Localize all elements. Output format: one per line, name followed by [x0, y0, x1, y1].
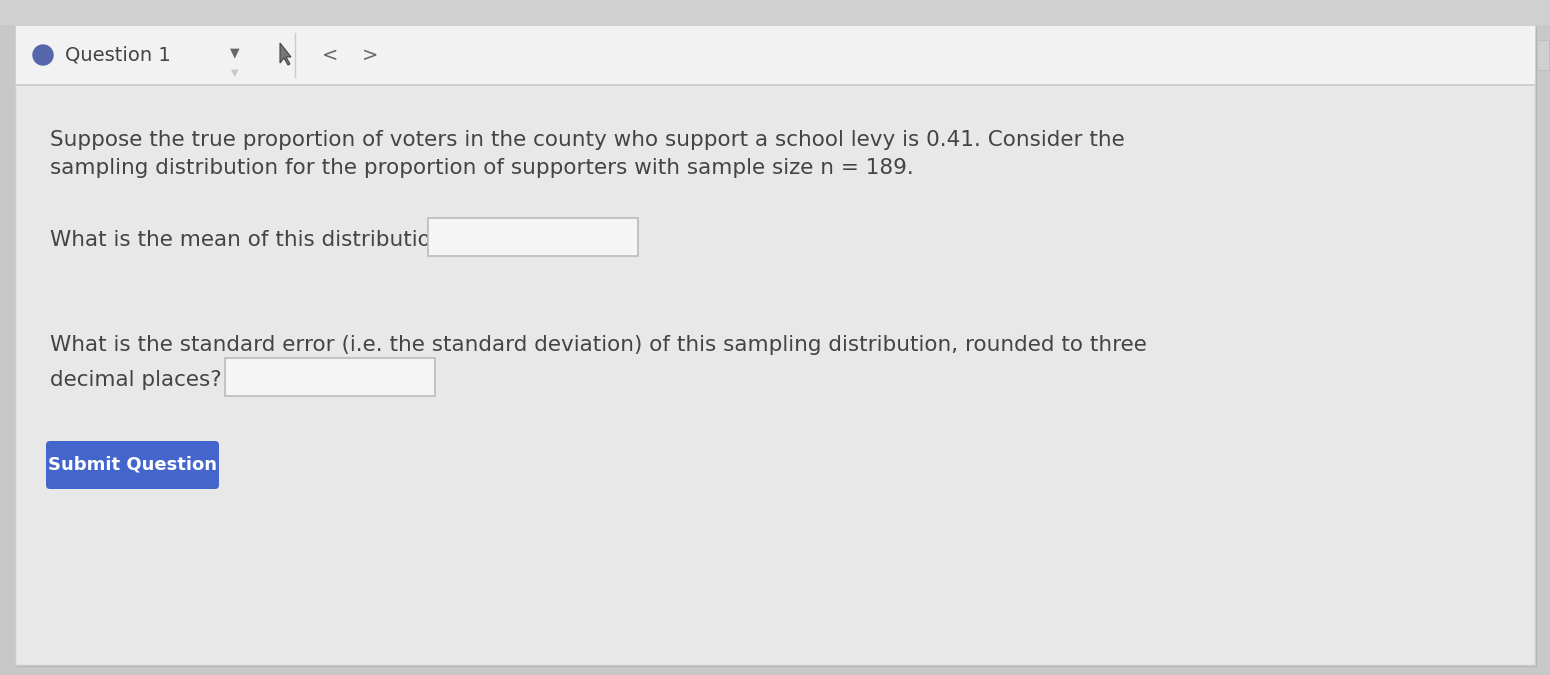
FancyBboxPatch shape	[16, 25, 1534, 665]
Text: <: <	[322, 45, 338, 65]
Polygon shape	[281, 43, 291, 65]
Text: decimal places?: decimal places?	[50, 370, 222, 390]
Text: What is the standard error (i.e. the standard deviation) of this sampling distri: What is the standard error (i.e. the sta…	[50, 335, 1147, 355]
FancyBboxPatch shape	[16, 25, 1534, 85]
Circle shape	[33, 45, 53, 65]
Text: ▼: ▼	[231, 68, 239, 78]
Text: ▼: ▼	[231, 47, 240, 59]
Text: Suppose the true proportion of voters in the county who support a school levy is: Suppose the true proportion of voters in…	[50, 130, 1125, 150]
FancyBboxPatch shape	[1538, 40, 1548, 70]
FancyBboxPatch shape	[225, 358, 436, 396]
FancyBboxPatch shape	[428, 218, 639, 256]
FancyBboxPatch shape	[0, 0, 1550, 25]
FancyBboxPatch shape	[46, 441, 219, 489]
Text: Question 1: Question 1	[65, 45, 170, 65]
Text: >: >	[361, 45, 378, 65]
Text: sampling distribution for the proportion of supporters with sample size n = 189.: sampling distribution for the proportion…	[50, 158, 914, 178]
Text: Submit Question: Submit Question	[48, 456, 217, 474]
FancyBboxPatch shape	[17, 27, 1538, 667]
Text: What is the mean of this distribution?: What is the mean of this distribution?	[50, 230, 456, 250]
